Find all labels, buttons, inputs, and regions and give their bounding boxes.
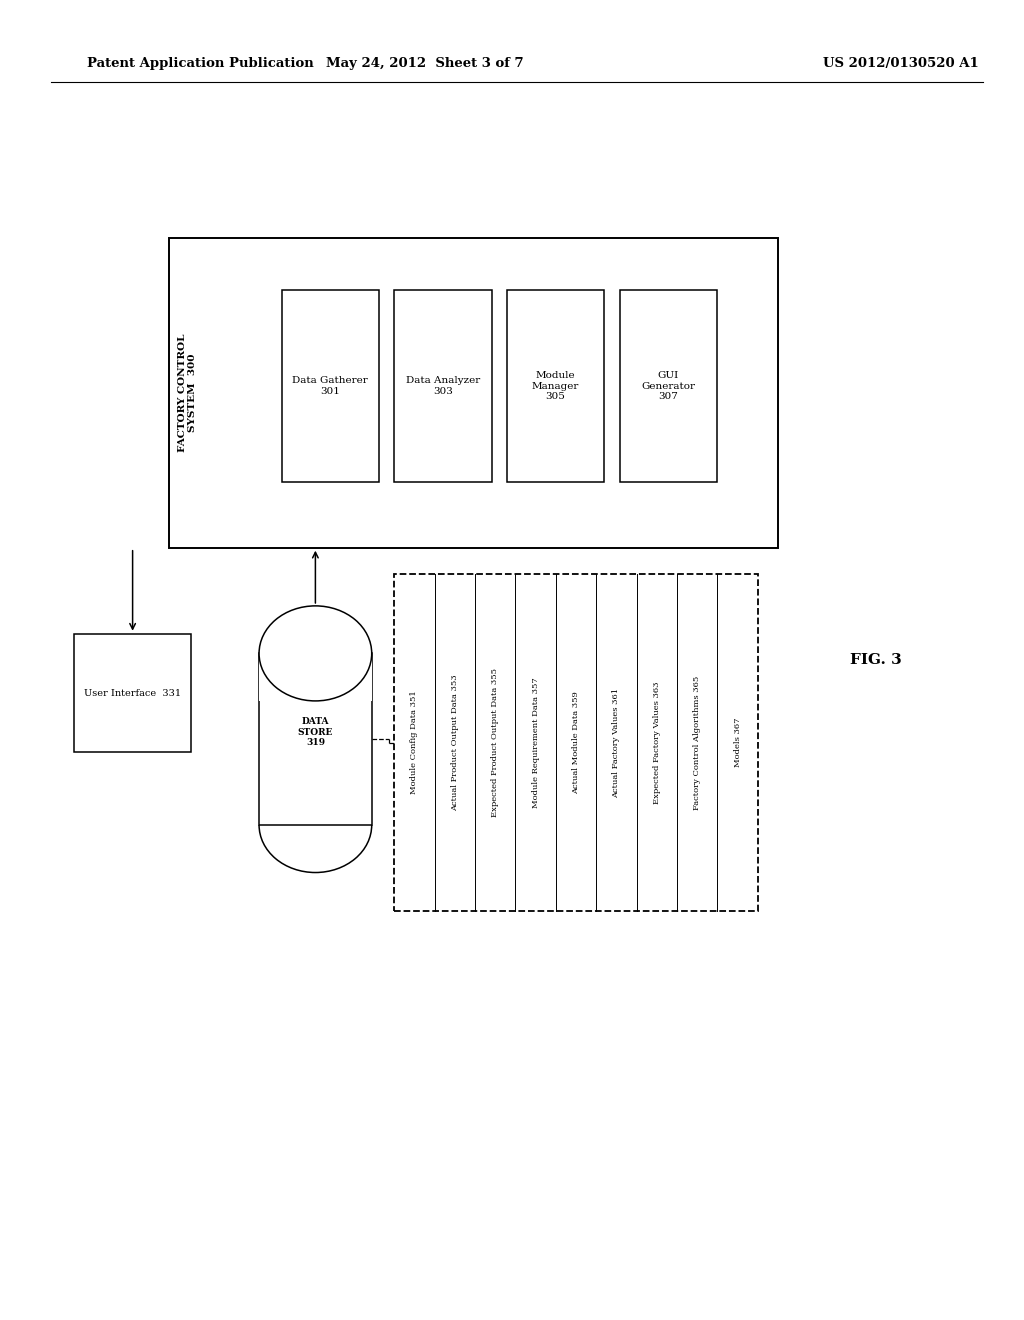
Ellipse shape <box>259 606 372 701</box>
Text: Module Config Data 351: Module Config Data 351 <box>411 690 419 795</box>
Text: FIG. 3: FIG. 3 <box>850 653 901 667</box>
Bar <box>74 634 191 752</box>
Text: Models 367: Models 367 <box>733 718 741 767</box>
Text: User Interface  331: User Interface 331 <box>84 689 181 697</box>
Text: Actual Factory Values 361: Actual Factory Values 361 <box>612 688 621 797</box>
Bar <box>620 290 717 482</box>
Text: Patent Application Publication: Patent Application Publication <box>87 57 313 70</box>
Bar <box>259 653 372 825</box>
Text: May 24, 2012  Sheet 3 of 7: May 24, 2012 Sheet 3 of 7 <box>327 57 523 70</box>
Bar <box>507 290 604 482</box>
Bar <box>169 238 778 548</box>
Bar <box>282 290 379 482</box>
Text: Data Gatherer
301: Data Gatherer 301 <box>293 376 368 396</box>
Text: Actual Product Output Data 353: Actual Product Output Data 353 <box>451 675 459 810</box>
Text: Module Requirement Data 357: Module Requirement Data 357 <box>531 677 540 808</box>
Text: Module
Manager
305: Module Manager 305 <box>531 371 580 401</box>
Bar <box>394 574 758 911</box>
Text: Expected Factory Values 363: Expected Factory Values 363 <box>652 681 660 804</box>
Text: Data Analyzer
303: Data Analyzer 303 <box>406 376 480 396</box>
Text: GUI
Generator
307: GUI Generator 307 <box>641 371 695 401</box>
Text: FACTORY CONTROL
SYSTEM  300: FACTORY CONTROL SYSTEM 300 <box>178 334 197 451</box>
Text: US 2012/0130520 A1: US 2012/0130520 A1 <box>823 57 979 70</box>
Text: Expected Product Output Data 355: Expected Product Output Data 355 <box>492 668 500 817</box>
Bar <box>394 290 492 482</box>
Text: Actual Module Data 359: Actual Module Data 359 <box>572 692 580 793</box>
Bar <box>259 606 372 701</box>
Text: DATA
STORE
319: DATA STORE 319 <box>298 717 333 747</box>
Text: Factory Control Algorithms 365: Factory Control Algorithms 365 <box>693 676 701 809</box>
